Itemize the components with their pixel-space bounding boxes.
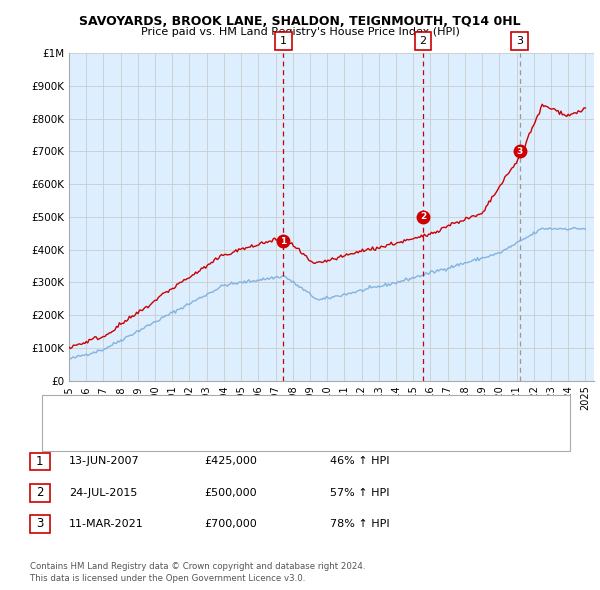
Text: Contains HM Land Registry data © Crown copyright and database right 2024.: Contains HM Land Registry data © Crown c…: [30, 562, 365, 571]
Text: 24-JUL-2015: 24-JUL-2015: [69, 488, 137, 497]
Text: Price paid vs. HM Land Registry's House Price Index (HPI): Price paid vs. HM Land Registry's House …: [140, 27, 460, 37]
Text: 2: 2: [36, 486, 44, 499]
Text: SAVOYARDS, BROOK LANE, SHALDON, TEIGNMOUTH, TQ14 0HL: SAVOYARDS, BROOK LANE, SHALDON, TEIGNMOU…: [79, 15, 521, 28]
Text: 1: 1: [280, 237, 286, 246]
Text: 3: 3: [517, 37, 523, 46]
Text: £700,000: £700,000: [204, 519, 257, 529]
Text: 2: 2: [420, 212, 426, 221]
Text: This data is licensed under the Open Government Licence v3.0.: This data is licensed under the Open Gov…: [30, 573, 305, 583]
Text: 78% ↑ HPI: 78% ↑ HPI: [330, 519, 389, 529]
Text: £425,000: £425,000: [204, 457, 257, 466]
Text: 1: 1: [280, 37, 287, 46]
Text: 2: 2: [419, 37, 427, 46]
Text: 11-MAR-2021: 11-MAR-2021: [69, 519, 144, 529]
Text: 3: 3: [36, 517, 44, 530]
Text: SAVOYARDS, BROOK LANE, SHALDON, TEIGNMOUTH, TQ14 0HL (detached house): SAVOYARDS, BROOK LANE, SHALDON, TEIGNMOU…: [90, 406, 496, 416]
Text: £500,000: £500,000: [204, 488, 257, 497]
Text: 46% ↑ HPI: 46% ↑ HPI: [330, 457, 389, 466]
Text: HPI: Average price, detached house, Teignbridge: HPI: Average price, detached house, Teig…: [90, 431, 332, 441]
Text: 1: 1: [36, 455, 44, 468]
Text: 57% ↑ HPI: 57% ↑ HPI: [330, 488, 389, 497]
Text: 13-JUN-2007: 13-JUN-2007: [69, 457, 140, 466]
Text: 3: 3: [517, 147, 523, 156]
